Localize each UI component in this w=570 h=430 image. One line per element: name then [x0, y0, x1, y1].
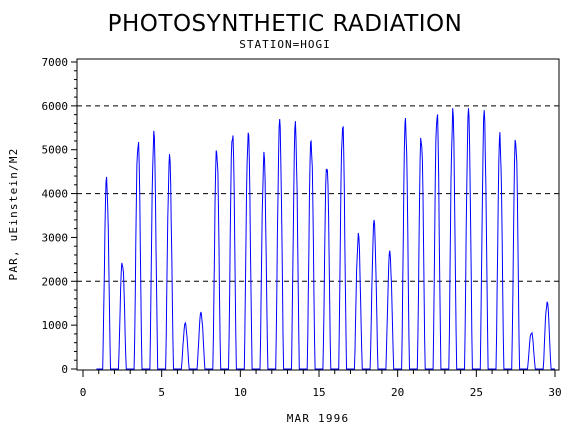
chart-title: PHOTOSYNTHETIC RADIATION [108, 11, 463, 37]
y-tick-label: 0 [61, 363, 68, 376]
par-series-line [96, 108, 555, 370]
x-axis-label: MAR 1996 [287, 412, 350, 425]
x-tick-label: 5 [158, 386, 165, 399]
y-tick-label: 6000 [42, 100, 69, 113]
chart-subtitle: STATION=HOGI [239, 38, 330, 51]
y-tick-label: 5000 [42, 144, 69, 157]
x-tick-label: 15 [312, 386, 325, 399]
x-tick-label: 10 [234, 386, 247, 399]
y-axis-label: PAR, uEinstein/M2 [7, 148, 20, 281]
y-axis: 0 1000 2000 3000 4000 5000 6000 7000 [42, 56, 77, 376]
y-tick-label: 3000 [42, 231, 69, 244]
x-tick-label: 30 [548, 386, 561, 399]
y-tick-label: 1000 [42, 319, 69, 332]
y-tick-label: 2000 [42, 275, 69, 288]
x-axis: 0 5 10 15 20 25 30 [80, 370, 562, 399]
x-tick-label: 0 [80, 386, 87, 399]
plot-frame [76, 58, 560, 371]
x-tick-label: 20 [391, 386, 404, 399]
y-tick-label: 7000 [42, 56, 69, 69]
x-tick-label: 25 [470, 386, 483, 399]
y-tick-label: 4000 [42, 188, 69, 201]
